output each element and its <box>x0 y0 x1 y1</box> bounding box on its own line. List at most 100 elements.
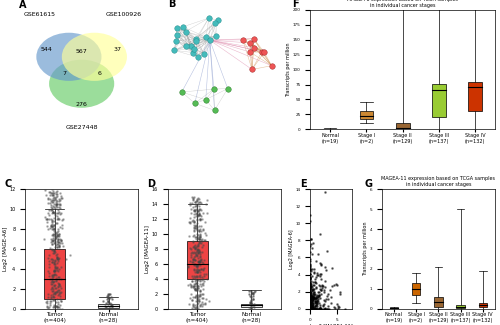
Point <box>194 284 202 289</box>
Point <box>188 297 196 303</box>
Point <box>51 261 59 266</box>
Point <box>106 306 114 311</box>
Point <box>49 237 57 242</box>
Point <box>194 288 202 293</box>
Point <box>307 268 315 273</box>
Point <box>306 299 314 305</box>
Point <box>316 273 324 279</box>
Point <box>198 299 206 304</box>
Point <box>56 306 64 311</box>
Point <box>306 290 314 295</box>
Point <box>200 279 208 284</box>
Point <box>306 303 314 308</box>
Text: B: B <box>168 0 175 9</box>
Point <box>195 293 203 299</box>
Point <box>100 304 108 309</box>
Point <box>306 275 314 280</box>
Point <box>54 231 62 236</box>
Point <box>190 303 198 308</box>
Point <box>54 233 62 238</box>
Point <box>190 219 198 224</box>
Point <box>308 297 316 302</box>
Point <box>196 292 204 297</box>
Point <box>52 221 60 226</box>
Point <box>192 216 200 222</box>
Point <box>306 306 314 311</box>
Point <box>54 238 62 243</box>
Point <box>306 298 314 303</box>
Point <box>53 265 61 270</box>
Point <box>52 193 60 198</box>
Point <box>313 292 321 298</box>
Point <box>44 216 52 222</box>
Bar <box>98 304 119 308</box>
Point <box>306 283 314 288</box>
Point <box>312 298 320 303</box>
Point <box>49 198 57 203</box>
Point <box>190 283 198 288</box>
Point <box>49 209 57 214</box>
Point <box>194 258 202 263</box>
Point <box>310 298 318 303</box>
Point <box>306 290 314 295</box>
Point <box>50 203 58 209</box>
Point <box>195 249 203 254</box>
Point <box>195 207 203 212</box>
Point <box>309 302 317 307</box>
Point <box>306 306 314 311</box>
Point <box>50 212 58 217</box>
Point <box>193 253 201 258</box>
Point <box>309 297 317 302</box>
Point <box>44 211 52 216</box>
Point <box>306 306 314 311</box>
Point <box>198 282 205 287</box>
Point <box>106 306 114 311</box>
Point <box>306 293 314 298</box>
Point <box>46 280 54 285</box>
Point <box>48 223 56 228</box>
Point <box>52 242 60 247</box>
Point <box>307 291 315 296</box>
Point <box>308 304 316 309</box>
Point <box>315 282 323 287</box>
Point <box>312 300 320 306</box>
Point <box>333 283 341 288</box>
Y-axis label: Transcripts per million: Transcripts per million <box>363 222 368 276</box>
Point <box>186 201 194 206</box>
Point <box>52 238 60 243</box>
Point <box>58 290 66 295</box>
Point <box>51 229 59 235</box>
Point <box>195 228 203 234</box>
Point <box>316 306 324 311</box>
Point <box>194 196 202 202</box>
Point <box>306 286 314 291</box>
Point <box>55 210 63 215</box>
Point <box>188 249 196 254</box>
Point <box>104 294 112 299</box>
Point <box>45 270 53 275</box>
Point <box>192 234 200 240</box>
Point <box>306 298 314 303</box>
Point <box>189 283 197 288</box>
Point <box>48 250 56 255</box>
Point <box>191 242 199 248</box>
Point <box>316 283 324 288</box>
Point <box>52 299 60 304</box>
Point <box>48 259 56 264</box>
Point <box>193 224 201 229</box>
Point <box>310 294 318 300</box>
Point <box>314 299 322 304</box>
Point <box>191 276 199 281</box>
Point <box>46 189 54 195</box>
Point <box>54 284 62 290</box>
Point <box>306 302 314 307</box>
Title: MAGEA-11 expression based on TCGA samples
in individual cancer stages: MAGEA-11 expression based on TCGA sample… <box>382 176 496 188</box>
Point <box>202 232 210 238</box>
Text: 7: 7 <box>62 71 66 76</box>
Point <box>190 218 198 223</box>
Point <box>57 196 65 201</box>
Point <box>49 235 57 240</box>
Point <box>193 253 201 258</box>
Point <box>57 277 65 282</box>
Point <box>316 305 324 310</box>
